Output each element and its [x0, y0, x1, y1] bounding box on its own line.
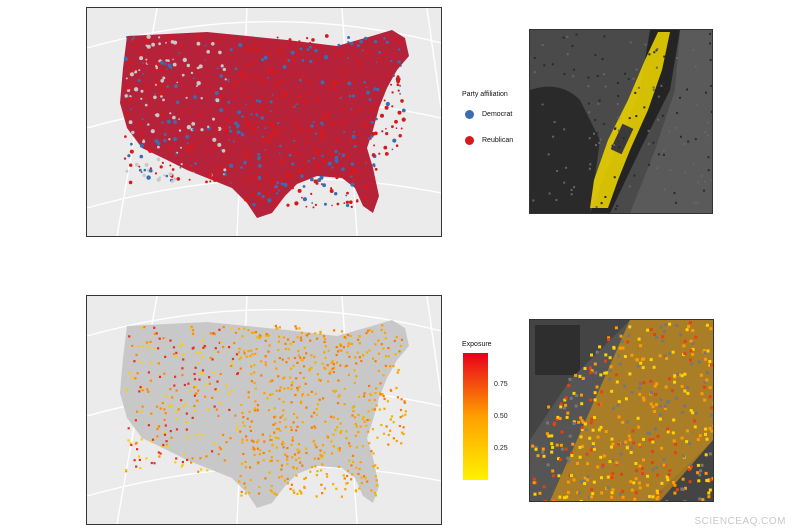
legend-label-democrat: Democrat — [482, 111, 513, 118]
legend-label-republican: Reublican — [482, 137, 514, 144]
party-legend-title: Party affiliation — [462, 91, 508, 98]
democrat-swatch-icon — [465, 110, 474, 119]
exposure-tick-050: 0.50 — [494, 413, 508, 420]
party-dots — [123, 34, 406, 209]
manhattan-highlight — [590, 32, 670, 208]
manhattan-satellite-party — [529, 29, 713, 214]
party-affiliation-map — [86, 7, 442, 237]
exposure-colorbar — [463, 353, 488, 480]
party-map-svg — [87, 8, 441, 236]
watermark: SCIENCEAQ.COM — [694, 516, 786, 527]
manhattan-satellite-exposure — [529, 319, 714, 502]
legend-item-democrat: Democrat — [465, 110, 512, 119]
us-outline-exposure — [120, 320, 409, 508]
exposure-tick-025: 0.25 — [494, 445, 508, 452]
exposure-legend-title: Exposure — [462, 341, 492, 348]
legend-item-republican: Reublican — [465, 136, 513, 145]
sat-bottom-svg — [530, 320, 713, 501]
sat-top-svg — [530, 30, 712, 213]
exposure-dots — [125, 324, 407, 498]
exposure-map — [86, 295, 442, 525]
republican-swatch-icon — [465, 136, 474, 145]
exposure-map-svg — [87, 296, 441, 524]
us-outline-party — [120, 30, 409, 218]
exposure-tick-075: 0.75 — [494, 381, 508, 388]
